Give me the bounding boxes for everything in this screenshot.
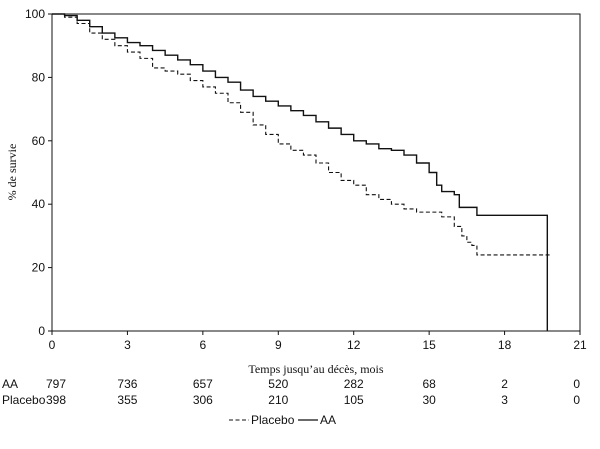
risk-value: 797 (46, 377, 66, 391)
y-tick-label: 0 (38, 324, 45, 338)
risk-table: AA 797 736 657 520 282 68 2 0 Placebo 398 355 306 210… (2, 377, 580, 407)
series-layer (52, 13, 550, 331)
y-axis-title: % de survie (5, 144, 19, 201)
risk-value: 210 (268, 393, 288, 407)
x-tick-label: 3 (124, 338, 131, 352)
risk-value: 30 (422, 393, 436, 407)
risk-row-label: AA (2, 377, 18, 391)
x-tick-label: 6 (200, 338, 207, 352)
risk-value: 520 (268, 377, 288, 391)
x-tick-label: 18 (498, 338, 512, 352)
x-tick-label: 21 (573, 338, 587, 352)
x-axis: 0 3 6 9 12 15 18 21 (49, 331, 587, 352)
series-line-placebo (52, 13, 550, 256)
risk-value: 0 (573, 377, 580, 391)
x-tick-label: 12 (347, 338, 361, 352)
plot-frame (51, 13, 581, 332)
risk-value: 68 (422, 377, 436, 391)
risk-value: 398 (46, 393, 66, 407)
x-tick-label: 0 (49, 338, 56, 352)
y-tick-label: 40 (32, 197, 46, 211)
risk-value: 282 (344, 377, 364, 391)
legend-label: Placebo (251, 413, 295, 427)
y-tick-label: 100 (25, 7, 45, 21)
risk-value: 355 (117, 393, 137, 407)
y-axis: 0 20 40 60 80 100 (25, 7, 52, 338)
series-line-aa (52, 13, 549, 331)
legend-label: AA (320, 413, 336, 427)
x-tick-label: 15 (422, 338, 436, 352)
risk-value: 657 (193, 377, 213, 391)
legend: Placebo AA (229, 413, 336, 427)
x-tick-label: 9 (275, 338, 282, 352)
y-tick-label: 80 (32, 70, 46, 84)
risk-value: 2 (501, 377, 508, 391)
x-axis-title: Temps jusqu’au décès, mois (248, 362, 383, 376)
y-tick-label: 20 (32, 261, 46, 275)
y-tick-label: 60 (32, 134, 46, 148)
risk-value: 736 (117, 377, 137, 391)
risk-value: 306 (193, 393, 213, 407)
risk-value: 3 (501, 393, 508, 407)
risk-value: 0 (573, 393, 580, 407)
risk-value: 105 (344, 393, 364, 407)
risk-row-label: Placebo (2, 393, 46, 407)
